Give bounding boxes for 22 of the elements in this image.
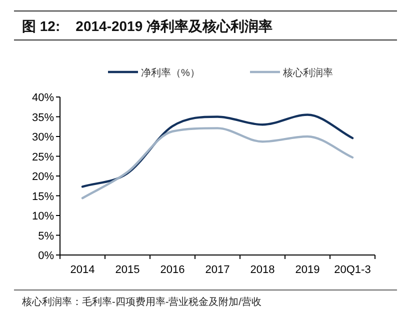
- legend-label: 核心利润率: [282, 67, 333, 79]
- x-tick-label: 20Q1-3: [334, 264, 371, 276]
- y-tick-label: 30%: [32, 132, 54, 144]
- y-tick-label: 15%: [32, 190, 54, 203]
- x-tick-label: 2016: [160, 264, 185, 276]
- y-tick-label: 10%: [32, 210, 54, 222]
- y-tick-label: 35%: [32, 112, 54, 124]
- legend-label: 净利率（%）: [141, 67, 200, 79]
- y-tick-label: 0%: [38, 250, 54, 262]
- x-tick-label: 2017: [205, 264, 230, 276]
- x-tick-label: 2014: [70, 264, 95, 276]
- x-tick-label: 2018: [250, 264, 275, 276]
- y-tick-label: 20%: [32, 171, 54, 183]
- chart-title: 图 12: 2014-2019 净利率及核心利润率: [22, 18, 273, 34]
- y-tick-label: 40%: [32, 92, 54, 104]
- text: 核心利润率：毛利率-四项费用率-营业税金及附加/营收: [21, 296, 262, 308]
- line-series: [81, 114, 354, 188]
- y-tick-label: 25%: [32, 151, 54, 164]
- x-tick-label: 2015: [115, 264, 140, 276]
- y-tick-label: 5%: [38, 230, 54, 242]
- x-tick-label: 2019: [295, 264, 320, 276]
- line-series: [81, 127, 354, 200]
